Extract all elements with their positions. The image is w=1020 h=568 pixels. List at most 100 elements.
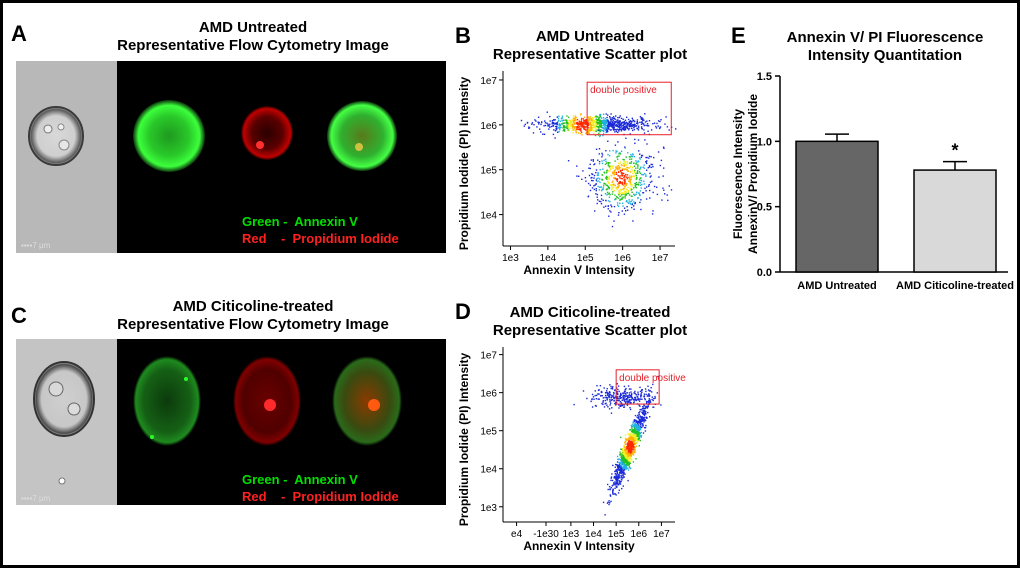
scatter-point — [640, 395, 643, 397]
scatter-point — [640, 179, 643, 182]
scatter-point — [580, 119, 583, 121]
scatter-point — [614, 171, 616, 173]
scatter-point — [627, 464, 629, 466]
scatter-point — [629, 395, 632, 397]
scatter-point — [630, 434, 632, 436]
scatter-point — [632, 399, 635, 401]
scatter-point — [580, 113, 582, 115]
scatter-point — [562, 125, 565, 127]
scatter-point — [609, 162, 611, 164]
scatter-point — [618, 130, 620, 132]
scatter-point — [589, 167, 591, 170]
scatter-point — [592, 124, 595, 126]
scatter-point — [629, 188, 632, 190]
scatter-point — [659, 126, 662, 128]
scatter-point — [618, 399, 620, 401]
scatter-point — [648, 184, 650, 186]
scatter-point — [616, 455, 619, 458]
scatter-point — [632, 423, 634, 426]
panel-a-legend-red: Red - Propidium Iodide — [242, 231, 399, 246]
scatter-point — [619, 169, 622, 172]
scatter-point — [584, 127, 586, 129]
scatter-point — [664, 123, 666, 125]
scatter-point — [647, 400, 650, 403]
scatter-point — [622, 158, 624, 161]
scatter-point — [593, 119, 595, 122]
scatter-point — [589, 116, 592, 118]
scatter-point — [639, 194, 641, 197]
scatter-point — [594, 394, 596, 397]
scatter-point — [632, 431, 634, 433]
scatter-point — [641, 127, 643, 129]
scatter-point — [584, 126, 587, 128]
scatter-point — [627, 479, 629, 482]
scatter-point — [624, 399, 626, 401]
scatter-point — [611, 485, 613, 487]
scatter-point — [628, 177, 631, 179]
scatter-point — [642, 425, 644, 427]
scatter-point — [615, 129, 618, 131]
scatter-point — [590, 177, 592, 179]
scatter-point — [637, 125, 640, 127]
scatter-point — [631, 199, 633, 201]
scatter-point — [601, 152, 603, 155]
scatter-point — [599, 116, 602, 118]
scatter-point — [572, 125, 574, 127]
scatter-point — [556, 116, 558, 118]
scatter-point — [632, 435, 635, 437]
scatter-point — [648, 120, 651, 122]
scatter-point — [641, 154, 644, 157]
scatter-point — [636, 171, 639, 173]
scatter-point — [599, 135, 601, 138]
scatter-point — [616, 183, 619, 185]
scatter-point — [604, 403, 606, 405]
scatter-point — [633, 445, 635, 448]
scatter-point — [616, 477, 618, 480]
scatter-point — [633, 431, 636, 434]
scatter-point — [614, 402, 616, 405]
scatter-point — [615, 494, 617, 496]
scatter-point — [620, 476, 623, 478]
scatter-point — [634, 178, 637, 180]
scatter-point — [656, 193, 659, 196]
scatter-point — [601, 402, 603, 405]
scatter-point — [650, 175, 652, 177]
x-tick-label: 1e3 — [563, 529, 580, 540]
scatter-point — [617, 468, 620, 470]
scatter-point — [642, 416, 644, 419]
scatter-point — [524, 123, 526, 126]
scatter-point — [636, 426, 638, 429]
scatter-point — [607, 181, 610, 184]
scatter-point — [595, 127, 597, 130]
scatter-point — [551, 120, 554, 122]
scatter-point — [629, 402, 631, 404]
scatter-point — [630, 391, 632, 393]
scatter-point — [644, 173, 646, 175]
scatter-point — [595, 130, 597, 132]
scatter-point — [567, 125, 569, 127]
scatter-point — [628, 398, 630, 401]
scatter-point — [627, 447, 630, 449]
scatter-point — [627, 446, 629, 448]
scatter-point — [620, 194, 623, 196]
scatter-point — [628, 458, 630, 460]
scatter-point — [619, 202, 621, 205]
panel-letter-b: B — [455, 23, 471, 48]
scatter-point — [675, 128, 677, 130]
scatter-point — [644, 407, 647, 410]
scatter-point — [607, 164, 609, 167]
scatter-point — [637, 432, 640, 434]
y-tick-label: 1e7 — [480, 351, 497, 362]
scatter-point — [631, 170, 633, 172]
scatter-point — [616, 461, 619, 463]
scatter-point — [562, 127, 564, 129]
scatter-point — [598, 127, 600, 129]
scatter-point — [609, 194, 611, 196]
scatter-point — [610, 412, 613, 414]
scatter-point — [596, 125, 598, 128]
scatter-point — [584, 123, 586, 125]
scatter-point — [617, 129, 620, 131]
scatter-point — [566, 115, 568, 117]
scatter-point — [568, 123, 570, 125]
